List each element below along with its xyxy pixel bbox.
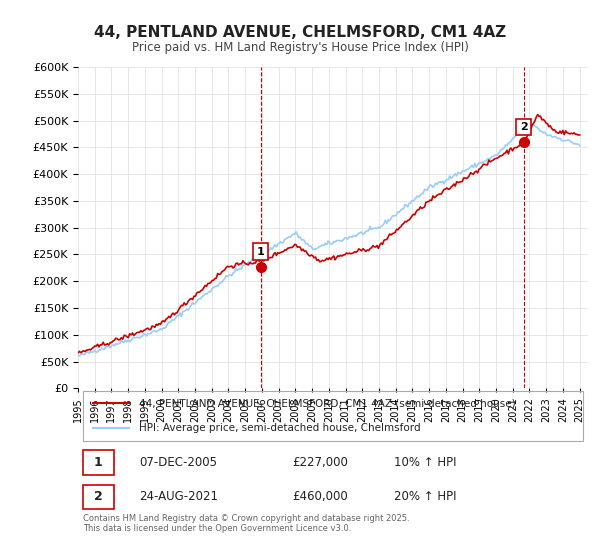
Text: 2: 2 [94,491,103,503]
Text: 1: 1 [94,456,103,469]
Text: 1: 1 [257,247,265,257]
Text: 24-AUG-2021: 24-AUG-2021 [139,491,218,503]
Text: 44, PENTLAND AVENUE, CHELMSFORD, CM1 4AZ: 44, PENTLAND AVENUE, CHELMSFORD, CM1 4AZ [94,25,506,40]
Text: £227,000: £227,000 [292,456,348,469]
Text: HPI: Average price, semi-detached house, Chelmsford: HPI: Average price, semi-detached house,… [139,423,421,433]
Text: 44, PENTLAND AVENUE, CHELMSFORD, CM1 4AZ (semi-detached house): 44, PENTLAND AVENUE, CHELMSFORD, CM1 4AZ… [139,398,516,408]
Text: 10% ↑ HPI: 10% ↑ HPI [394,456,457,469]
Text: 2: 2 [520,122,527,132]
Text: Price paid vs. HM Land Registry's House Price Index (HPI): Price paid vs. HM Land Registry's House … [131,41,469,54]
Text: Contains HM Land Registry data © Crown copyright and database right 2025.
This d: Contains HM Land Registry data © Crown c… [83,514,410,533]
Text: £460,000: £460,000 [292,491,348,503]
Text: 20% ↑ HPI: 20% ↑ HPI [394,491,457,503]
Text: 07-DEC-2005: 07-DEC-2005 [139,456,217,469]
